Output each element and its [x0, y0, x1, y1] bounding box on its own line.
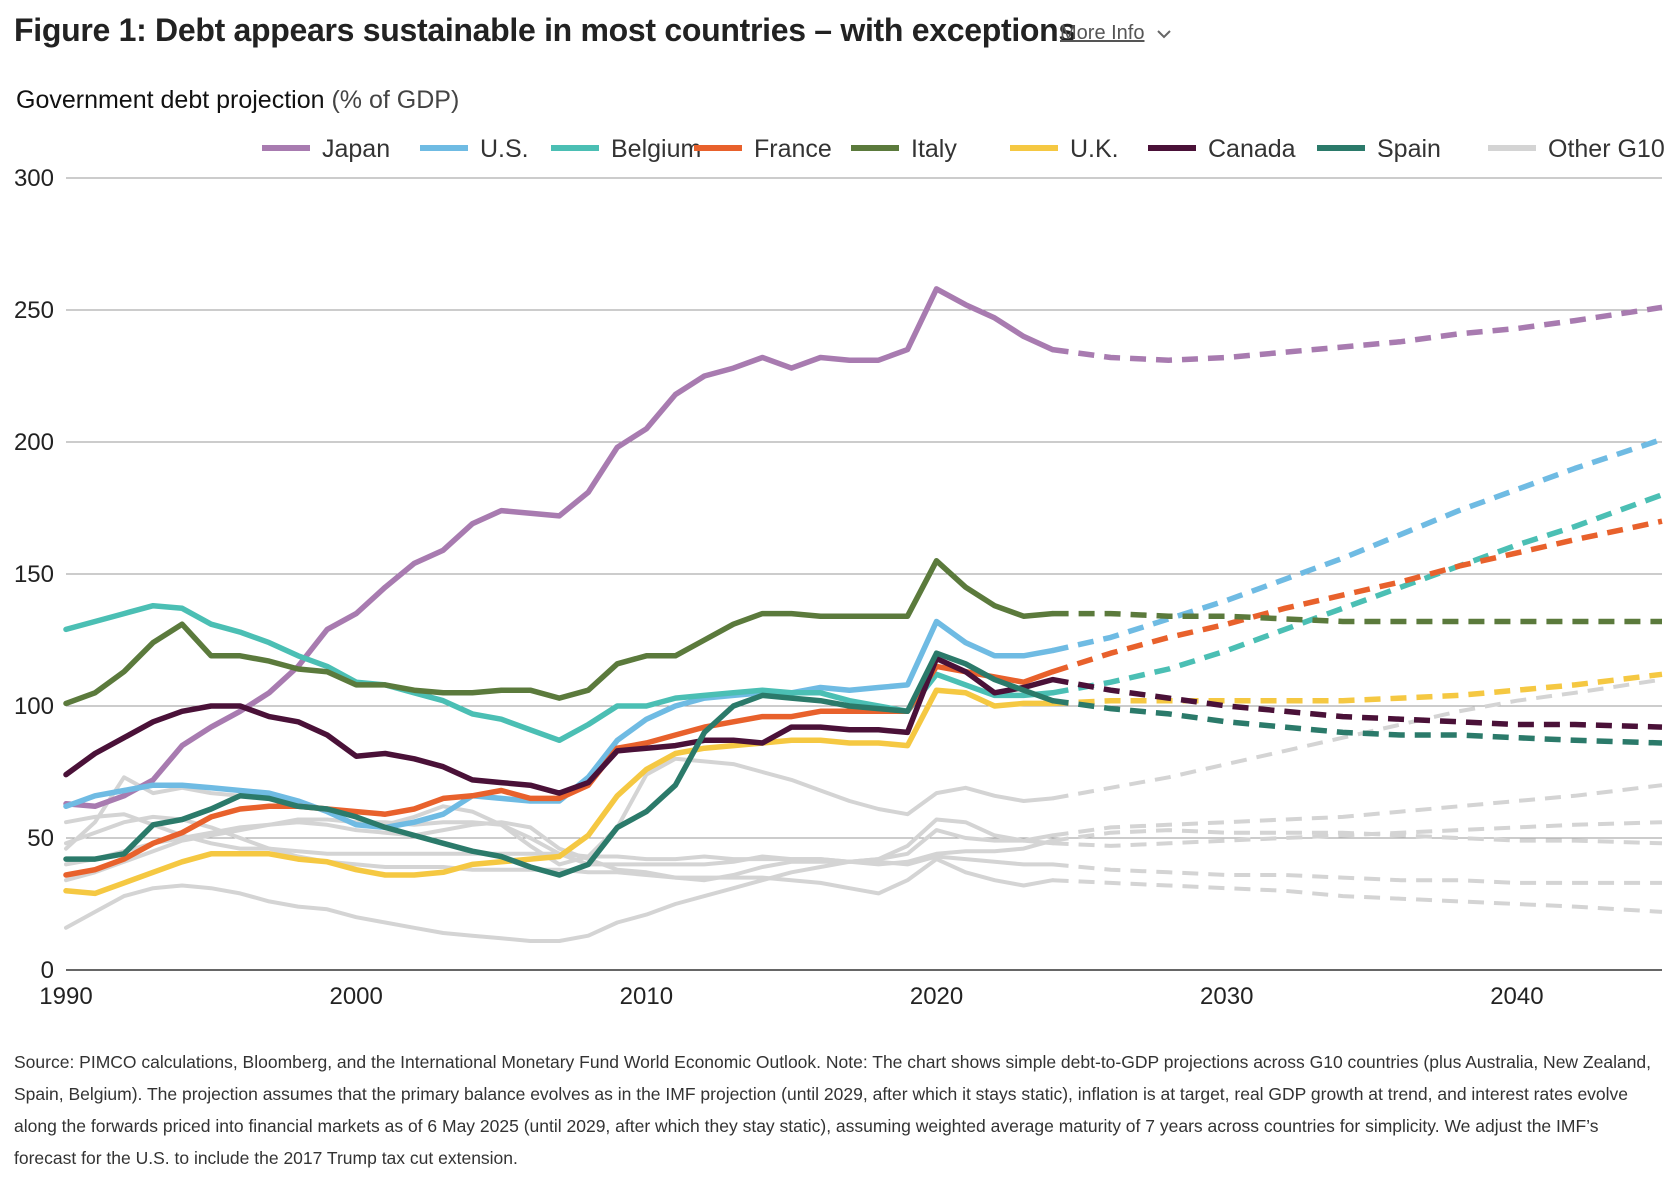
series-projection-canada: [1052, 676, 1663, 730]
y-axis-tick-labels: 0 50 100 150 200 250 300: [14, 165, 54, 984]
x-tick-label: 2030: [1200, 983, 1253, 1010]
legend-label-u-s: U.S.: [480, 135, 529, 163]
legend-label-france: France: [754, 135, 832, 163]
legend-label-spain: Spain: [1377, 135, 1441, 163]
series-line-other-g10-9: [64, 756, 1055, 867]
x-axis-tick-labels: 1990 2000 2010 2020 2030 2040: [39, 983, 1543, 1010]
x-tick-label: 1990: [39, 983, 92, 1010]
chevron-down-icon: [1157, 30, 1172, 39]
y-tick-label: 100: [14, 693, 54, 720]
figure-title: Figure 1: Debt appears sustainable in mo…: [14, 12, 1076, 48]
series-line-other-g10-10: [64, 828, 1055, 943]
series-projection-belgium: [1052, 492, 1663, 696]
legend-label-belgium: Belgium: [611, 135, 701, 163]
series-projection-italy: [1052, 610, 1662, 625]
series-projection-other-g10-11: [1052, 820, 1663, 848]
series-projection-france: [1051, 518, 1663, 675]
legend-label-other-g10: Other G10: [1548, 135, 1665, 163]
chart-subtitle-unit: (% of GDP): [331, 86, 459, 114]
chart-subtitle: Government debt projection (% of GDP): [16, 86, 459, 114]
legend-label-japan: Japan: [322, 135, 390, 163]
chart-legend: Japan U.S. Belgium France Italy U.K. Canada Spa…: [262, 135, 1665, 163]
legend-label-italy: Italy: [911, 135, 957, 163]
series-line-other-g10-11: [64, 817, 1055, 883]
series-line-spain: [63, 650, 1056, 878]
series-projection-other-g10-9: [1052, 677, 1663, 801]
y-tick-label: 50: [27, 825, 54, 852]
series-projection-japan: [1052, 304, 1663, 363]
series-line-canada: [63, 655, 1056, 796]
series-projection-spain: [1052, 697, 1663, 746]
series-line-other-g10-12: [64, 814, 1055, 896]
y-tick-label: 250: [14, 297, 54, 324]
source-note: Source: PIMCO calculations, Bloomberg, a…: [14, 1052, 1652, 1168]
more-info-label: More Info: [1060, 22, 1145, 44]
chart-series-lines: [63, 286, 1663, 943]
series-line-japan: [63, 286, 1056, 810]
series-projection-u-s: [1051, 436, 1663, 654]
series-projection-u-k: [1052, 671, 1663, 707]
series-projection-other-g10: [1052, 862, 1662, 885]
series-line-u-k: [63, 687, 1056, 897]
legend-label-u-k: U.K.: [1070, 135, 1119, 163]
more-info-link[interactable]: More Info: [1060, 22, 1172, 45]
series-projection-other-g10-10: [1052, 783, 1663, 838]
series-line-belgium: [63, 602, 1056, 744]
series-projection-other-g10-13: [1052, 828, 1663, 846]
x-tick-label: 2010: [620, 983, 673, 1010]
y-tick-label: 150: [14, 561, 54, 588]
y-tick-label: 200: [14, 429, 54, 456]
y-tick-label: 0: [41, 957, 54, 984]
series-line-italy: [63, 558, 1056, 707]
x-tick-label: 2040: [1490, 983, 1543, 1010]
y-tick-label: 300: [14, 165, 54, 192]
chart-grid: [66, 177, 1662, 971]
debt-projection-chart: Government debt projection (% of GDP) Ja…: [14, 86, 1665, 1010]
series-projection-other-g10-12: [1052, 878, 1663, 914]
chart-subtitle-main: Government debt projection: [16, 86, 325, 114]
x-tick-label: 2020: [910, 983, 963, 1010]
x-tick-label: 2000: [329, 983, 382, 1010]
legend-label-canada: Canada: [1208, 135, 1296, 163]
